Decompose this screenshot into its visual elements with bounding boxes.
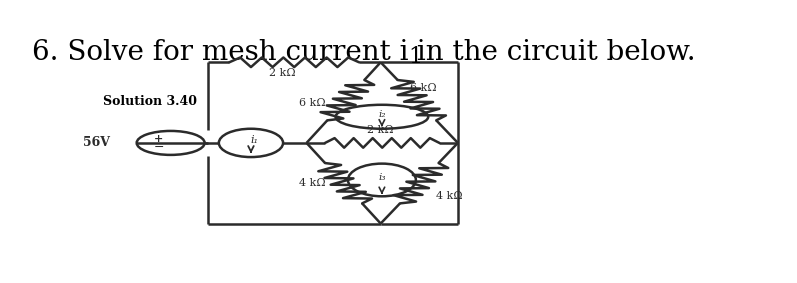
Text: 2 kΩ: 2 kΩ: [269, 68, 295, 78]
Text: 4 kΩ: 4 kΩ: [300, 178, 326, 188]
Text: 56V: 56V: [83, 136, 110, 149]
Text: Solution 3.40: Solution 3.40: [103, 95, 197, 108]
Text: i₁: i₁: [250, 135, 258, 145]
Text: 1: 1: [408, 46, 422, 68]
Text: i₃: i₃: [378, 173, 386, 182]
Text: 6. Solve for mesh current i: 6. Solve for mesh current i: [32, 39, 408, 67]
Text: +: +: [154, 133, 163, 144]
Text: 6 kΩ: 6 kΩ: [300, 98, 326, 108]
Text: i₂: i₂: [378, 110, 386, 119]
Text: 6 kΩ: 6 kΩ: [410, 83, 436, 93]
Text: 2 kΩ: 2 kΩ: [367, 125, 394, 135]
Text: 4 kΩ: 4 kΩ: [436, 191, 463, 201]
Text: −: −: [154, 141, 164, 154]
Text: in the circuit below.: in the circuit below.: [408, 39, 696, 67]
